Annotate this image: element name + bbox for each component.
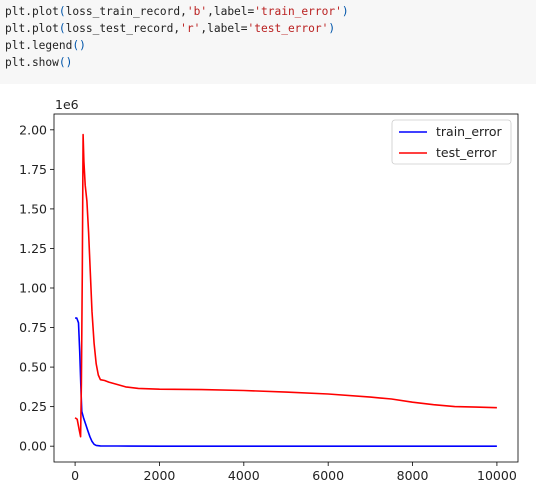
ticks: 0 2000 4000 6000 8000 10000 0.00 0.25 0.50 0.75 1.…: [19, 122, 517, 483]
code-token: 'b': [186, 5, 208, 18]
code-token: plt.legend: [5, 39, 73, 52]
code-token: loss_test_record,: [65, 22, 181, 35]
legend-label-test: test_error: [436, 145, 497, 160]
y-tick-label: 2.00: [19, 122, 47, 137]
code-token: ): [341, 5, 349, 18]
x-tick-label: 6000: [312, 468, 344, 483]
x-tick-label: 4000: [228, 468, 260, 483]
series-line-train-error: [75, 317, 497, 447]
code-token: ,label=: [207, 5, 255, 18]
code-cell[interactable]: plt.plot(loss_train_record,'b',label='tr…: [0, 0, 536, 84]
line-chart: 1e6 0 2000 4000 6000 8000 10000 0.00 0.25 0.50 0.…: [19, 97, 519, 483]
code-line: plt.plot(loss_train_record,'b',label='tr…: [5, 4, 349, 20]
axes-frame: [53, 113, 519, 463]
y-tick-label: 1.25: [19, 241, 47, 256]
code-line: plt.legend(): [5, 38, 86, 54]
code-token: (): [58, 56, 73, 69]
y-tick-label: 1.00: [19, 281, 47, 296]
x-tick-label: 10000: [477, 468, 517, 483]
y-tick-label: 0.50: [19, 360, 47, 375]
code-token: 'train_error': [254, 5, 342, 18]
code-token: ): [328, 22, 336, 35]
x-tick-label: 2000: [144, 468, 176, 483]
y-offset-label: 1e6: [55, 97, 79, 112]
y-tick-label: 0.25: [19, 399, 47, 414]
code-token: plt.plot: [5, 22, 59, 35]
code-token: (): [72, 39, 86, 52]
code-token: ,label=: [200, 22, 248, 35]
code-token: (: [58, 22, 66, 35]
code-token: loss_train_record,: [65, 5, 187, 18]
code-line: plt.show(): [5, 55, 72, 71]
legend: train_error test_error: [391, 119, 512, 165]
x-tick-label: 8000: [397, 468, 429, 483]
y-tick-label: 0.00: [19, 439, 47, 454]
code-token: 'test_error': [247, 22, 329, 35]
series: [74, 133, 497, 447]
code-token: plt.show: [5, 56, 59, 69]
legend-label-train: train_error: [436, 124, 502, 139]
code-token: 'r': [180, 22, 201, 35]
code-line: plt.plot(loss_test_record,'r',label='tes…: [5, 21, 335, 37]
code-token: plt.plot: [5, 5, 59, 18]
y-tick-label: 0.75: [19, 320, 47, 335]
cell-output: 1e6 0 2000 4000 6000 8000 10000 0.00 0.25 0.50 0.…: [0, 84, 536, 485]
x-tick-label: 0: [71, 468, 79, 483]
y-tick-label: 1.50: [19, 201, 47, 216]
series-line-test-error: [74, 133, 497, 438]
code-token: (: [58, 5, 66, 18]
y-tick-label: 1.75: [19, 162, 47, 177]
